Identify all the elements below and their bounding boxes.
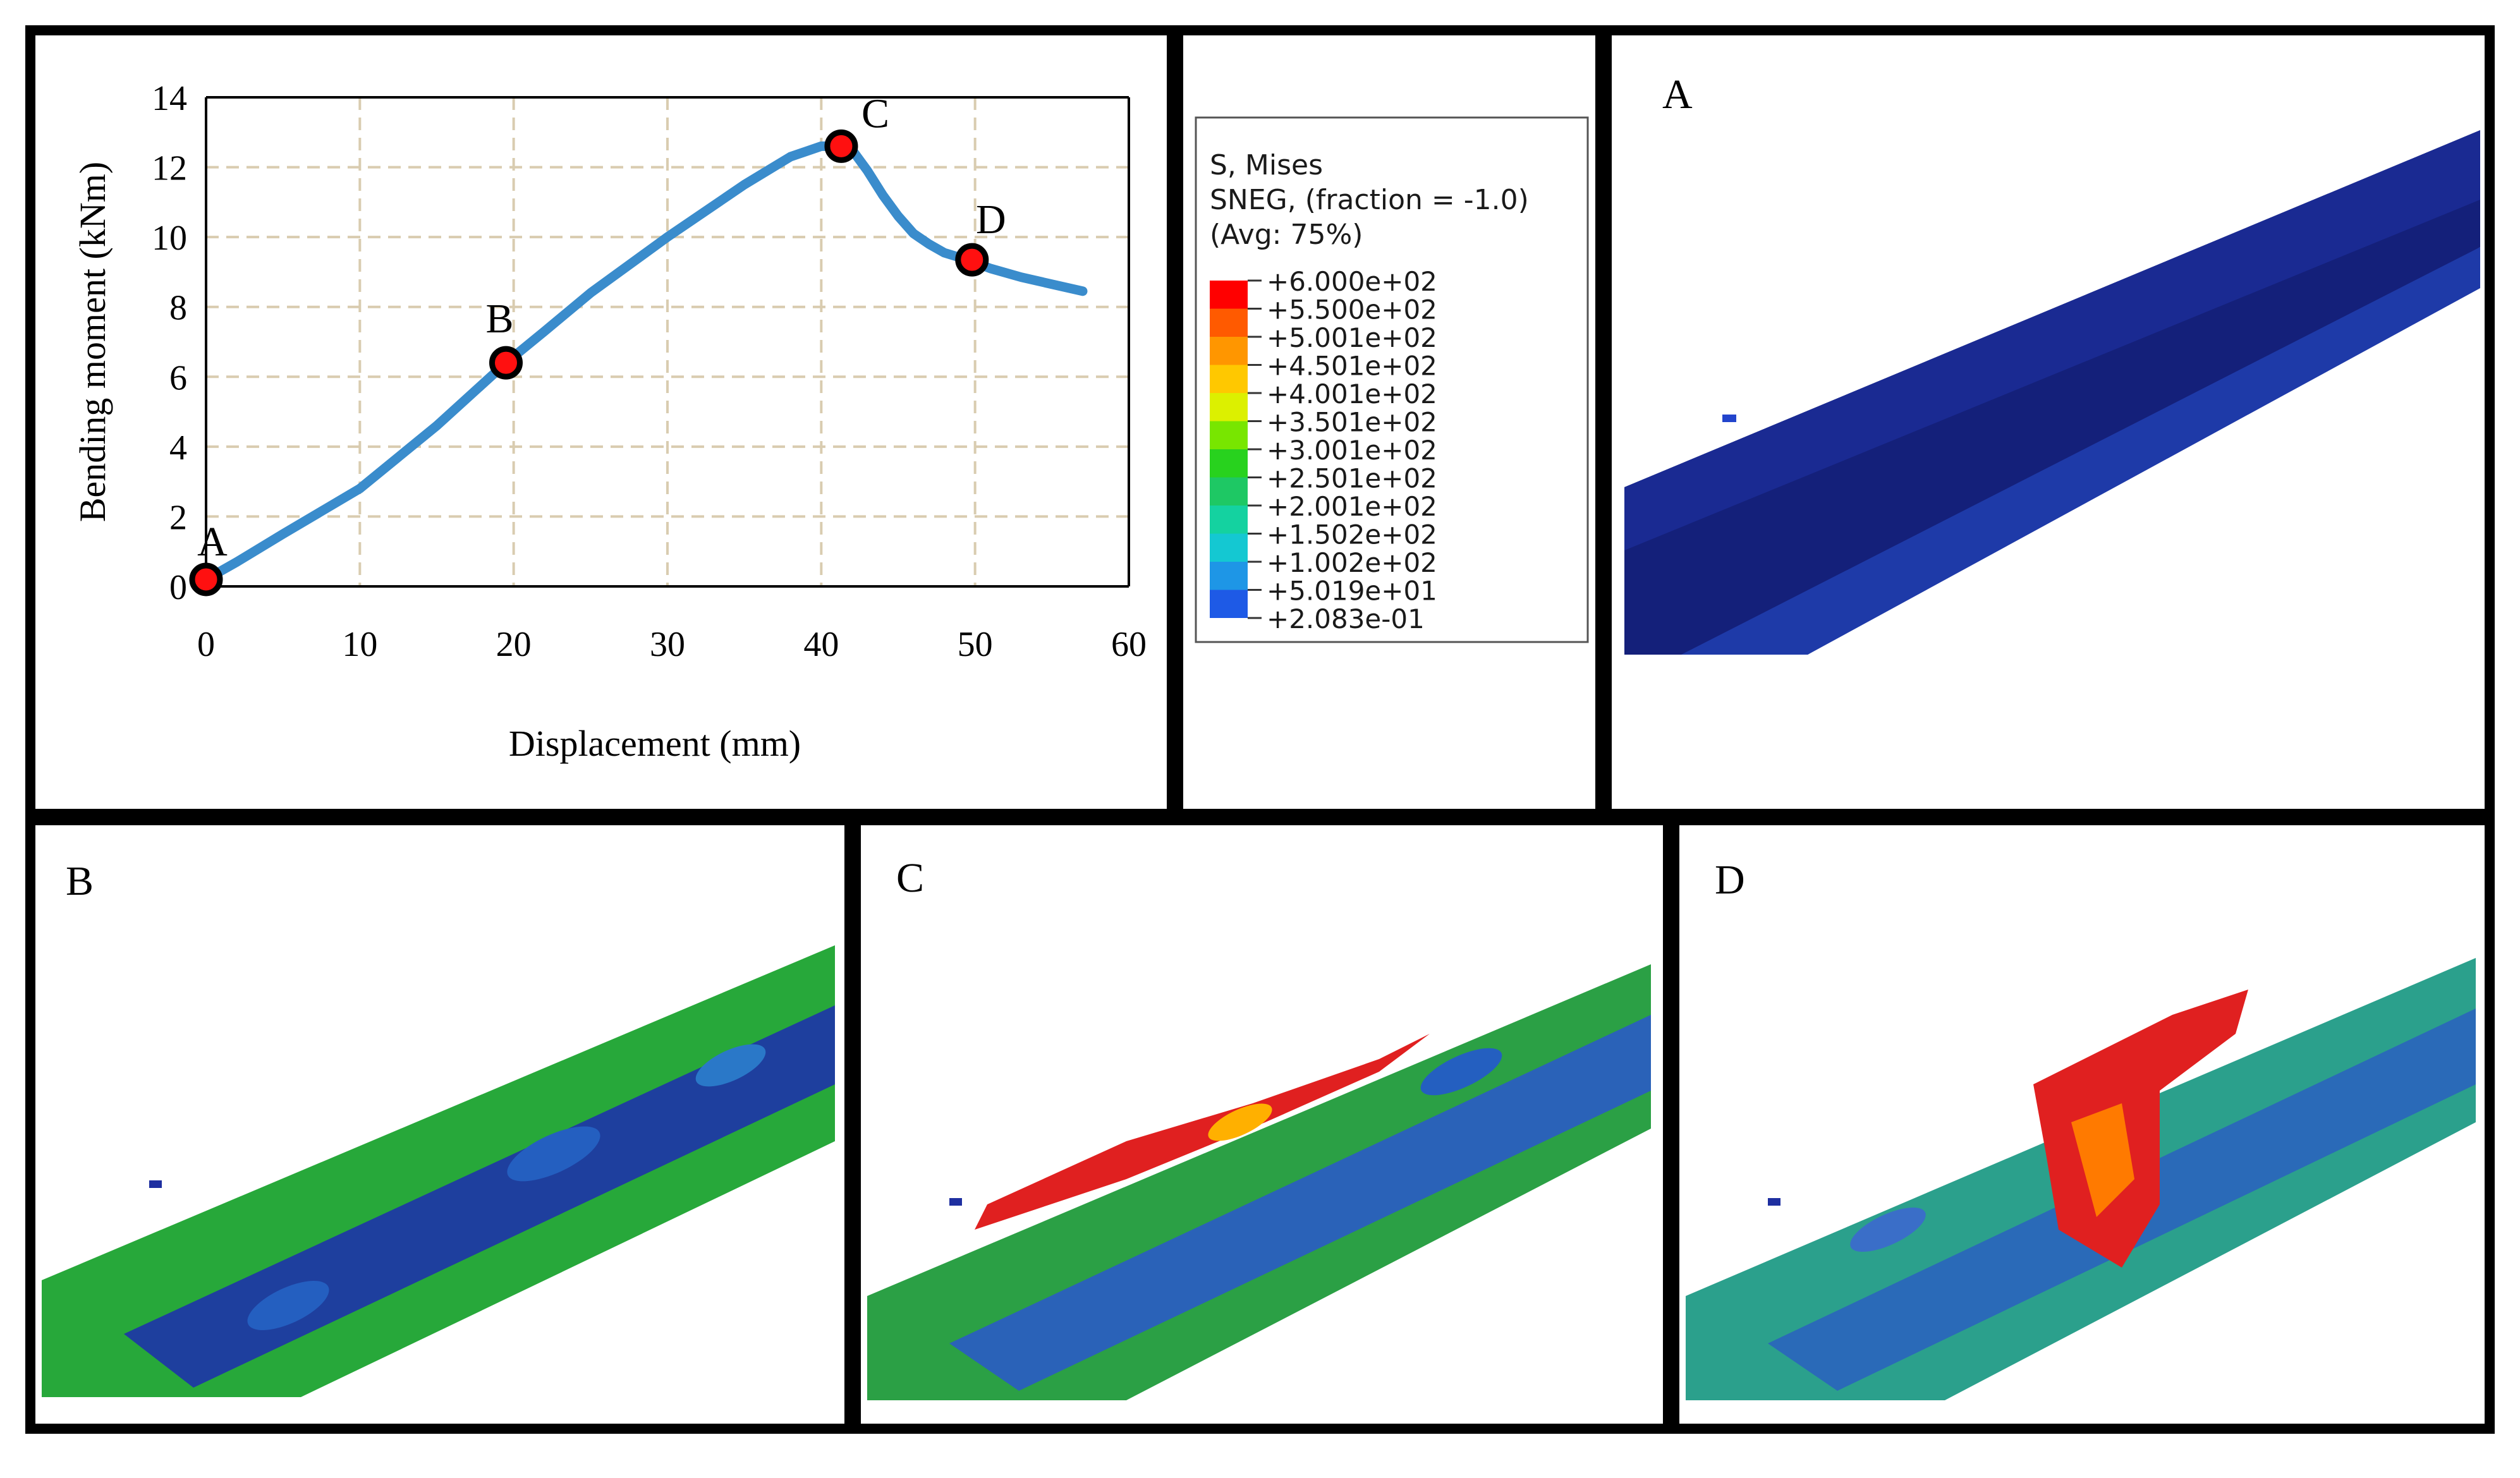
y-tick-label: 14 [152, 79, 187, 118]
chart-axes [205, 96, 1130, 588]
legend-swatch [1210, 308, 1248, 337]
legend-frame [1195, 116, 1589, 643]
y-tick-label: 12 [152, 149, 187, 188]
point-label-d: D [976, 197, 1006, 243]
legend-swatch [1210, 337, 1248, 365]
load-plate [149, 1180, 162, 1188]
x-tick-label: 0 [197, 625, 215, 664]
legend-level-label: +5.019e+01 [1267, 576, 1437, 607]
fe-model-b: B [42, 858, 835, 1397]
fe-model-panel-a: A [1602, 25, 2495, 819]
legend-title-2: SNEG, (fraction = -1.0) [1210, 184, 1529, 216]
panel-label-a: A [1662, 71, 1693, 118]
legend-swatch [1210, 562, 1248, 590]
legend-title-1: S, Mises [1210, 149, 1323, 181]
moment-curve [201, 141, 1088, 585]
point-marker-a [189, 562, 223, 597]
fe-model-d: D [1686, 857, 2476, 1400]
panel-label-c: C [896, 855, 924, 901]
x-tick-label: 20 [496, 625, 532, 664]
fe-model-panel-b: B [25, 815, 855, 1434]
x-tick-label: 40 [803, 625, 839, 664]
moment-displacement-chart: 0 10 20 30 40 50 60 0 2 4 6 8 10 12 14 A B C D Displacem… [72, 79, 1147, 764]
stress-contour [507, 1126, 600, 1182]
load-plate [1768, 1198, 1780, 1206]
legend-level-label: +4.001e+02 [1267, 379, 1437, 409]
y-tick-labels: 0 2 4 6 8 10 12 14 [152, 79, 187, 607]
stress-contour [1850, 1207, 1926, 1252]
point-label-c: C [861, 90, 889, 136]
legend-swatch [1210, 421, 1248, 449]
y-tick-label: 4 [169, 428, 187, 468]
legend-swatch [1210, 533, 1248, 562]
legend-swatch [1210, 365, 1248, 393]
fe-model-panel-d: D [1669, 815, 2495, 1434]
legend-level-label: +1.502e+02 [1267, 519, 1437, 550]
marked-points: A B C D [189, 90, 1006, 597]
y-tick-label: 6 [169, 358, 187, 397]
x-tick-labels: 0 10 20 30 40 50 60 [197, 625, 1147, 664]
legend-swatch [1210, 590, 1248, 618]
legend-color-bar [1210, 281, 1248, 618]
point-label-a: A [197, 519, 228, 565]
web-region [949, 1015, 1651, 1391]
legend-level-label: +2.001e+02 [1267, 491, 1437, 522]
legend-level-label: +5.500e+02 [1267, 294, 1437, 325]
stress-contour [1208, 1103, 1272, 1141]
legend-swatch [1210, 449, 1248, 478]
chart-grid [206, 96, 1130, 586]
legend-level-label: +2.083e-01 [1267, 603, 1425, 634]
fe-model-panel-c: C [851, 815, 1673, 1434]
x-axis-label: Displacement (mm) [509, 723, 801, 764]
buckled-zone [2033, 990, 2248, 1268]
legend-level-label: +1.002e+02 [1267, 547, 1437, 578]
y-tick-label: 0 [169, 568, 187, 607]
legend-swatch [1210, 281, 1248, 309]
x-tick-label: 30 [650, 625, 685, 664]
x-tick-label: 10 [342, 625, 377, 664]
point-marker-d [955, 243, 989, 277]
legend-swatch [1210, 393, 1248, 421]
fe-model-c: C [867, 855, 1651, 1400]
panel-label-d: D [1715, 857, 1745, 903]
stress-legend-panel: S, Mises SNEG, (fraction = -1.0) (Avg: 7… [1173, 25, 1605, 819]
stress-contour [695, 1044, 766, 1087]
legend-level-label: +2.501e+02 [1267, 463, 1437, 494]
fe-model-a: A [1624, 71, 2480, 655]
stress-legend: S, Mises SNEG, (fraction = -1.0) (Avg: 7… [1195, 116, 1589, 643]
legend-swatch [1210, 477, 1248, 506]
legend-level-label: +6.000e+02 [1267, 266, 1437, 297]
moment-displacement-chart-panel: 0 10 20 30 40 50 60 0 2 4 6 8 10 12 14 A B C D Displacem… [25, 25, 1177, 819]
panel-label-b: B [66, 858, 94, 904]
y-tick-label: 2 [169, 498, 187, 537]
stress-contour [1420, 1048, 1502, 1096]
legend-level-label: +4.501e+02 [1267, 351, 1437, 382]
load-plate [949, 1198, 962, 1206]
point-marker-b [489, 346, 523, 380]
point-marker-c [824, 129, 858, 163]
legend-level-label: +3.501e+02 [1267, 407, 1437, 438]
y-tick-label: 10 [152, 219, 187, 258]
beam-lower-flange [1681, 247, 2480, 655]
legend-level-labels: +6.000e+02+5.500e+02+5.001e+02+4.501e+02… [1248, 266, 1437, 634]
x-tick-label: 60 [1111, 625, 1147, 664]
legend-level-label: +3.001e+02 [1267, 435, 1437, 466]
stress-contour [2071, 1103, 2134, 1217]
y-axis-label: Bending moment (kNm) [72, 162, 113, 522]
y-tick-label: 8 [169, 289, 187, 328]
legend-swatch [1210, 506, 1248, 534]
legend-title-3: (Avg: 75%) [1210, 219, 1363, 251]
stress-contour [247, 1281, 329, 1330]
yielded-flange-zone [975, 1034, 1430, 1230]
beam-flange [1624, 130, 2480, 550]
load-plate [1722, 415, 1736, 422]
legend-level-label: +5.001e+02 [1267, 322, 1437, 353]
point-label-b: B [485, 296, 513, 342]
x-tick-label: 50 [958, 625, 993, 664]
